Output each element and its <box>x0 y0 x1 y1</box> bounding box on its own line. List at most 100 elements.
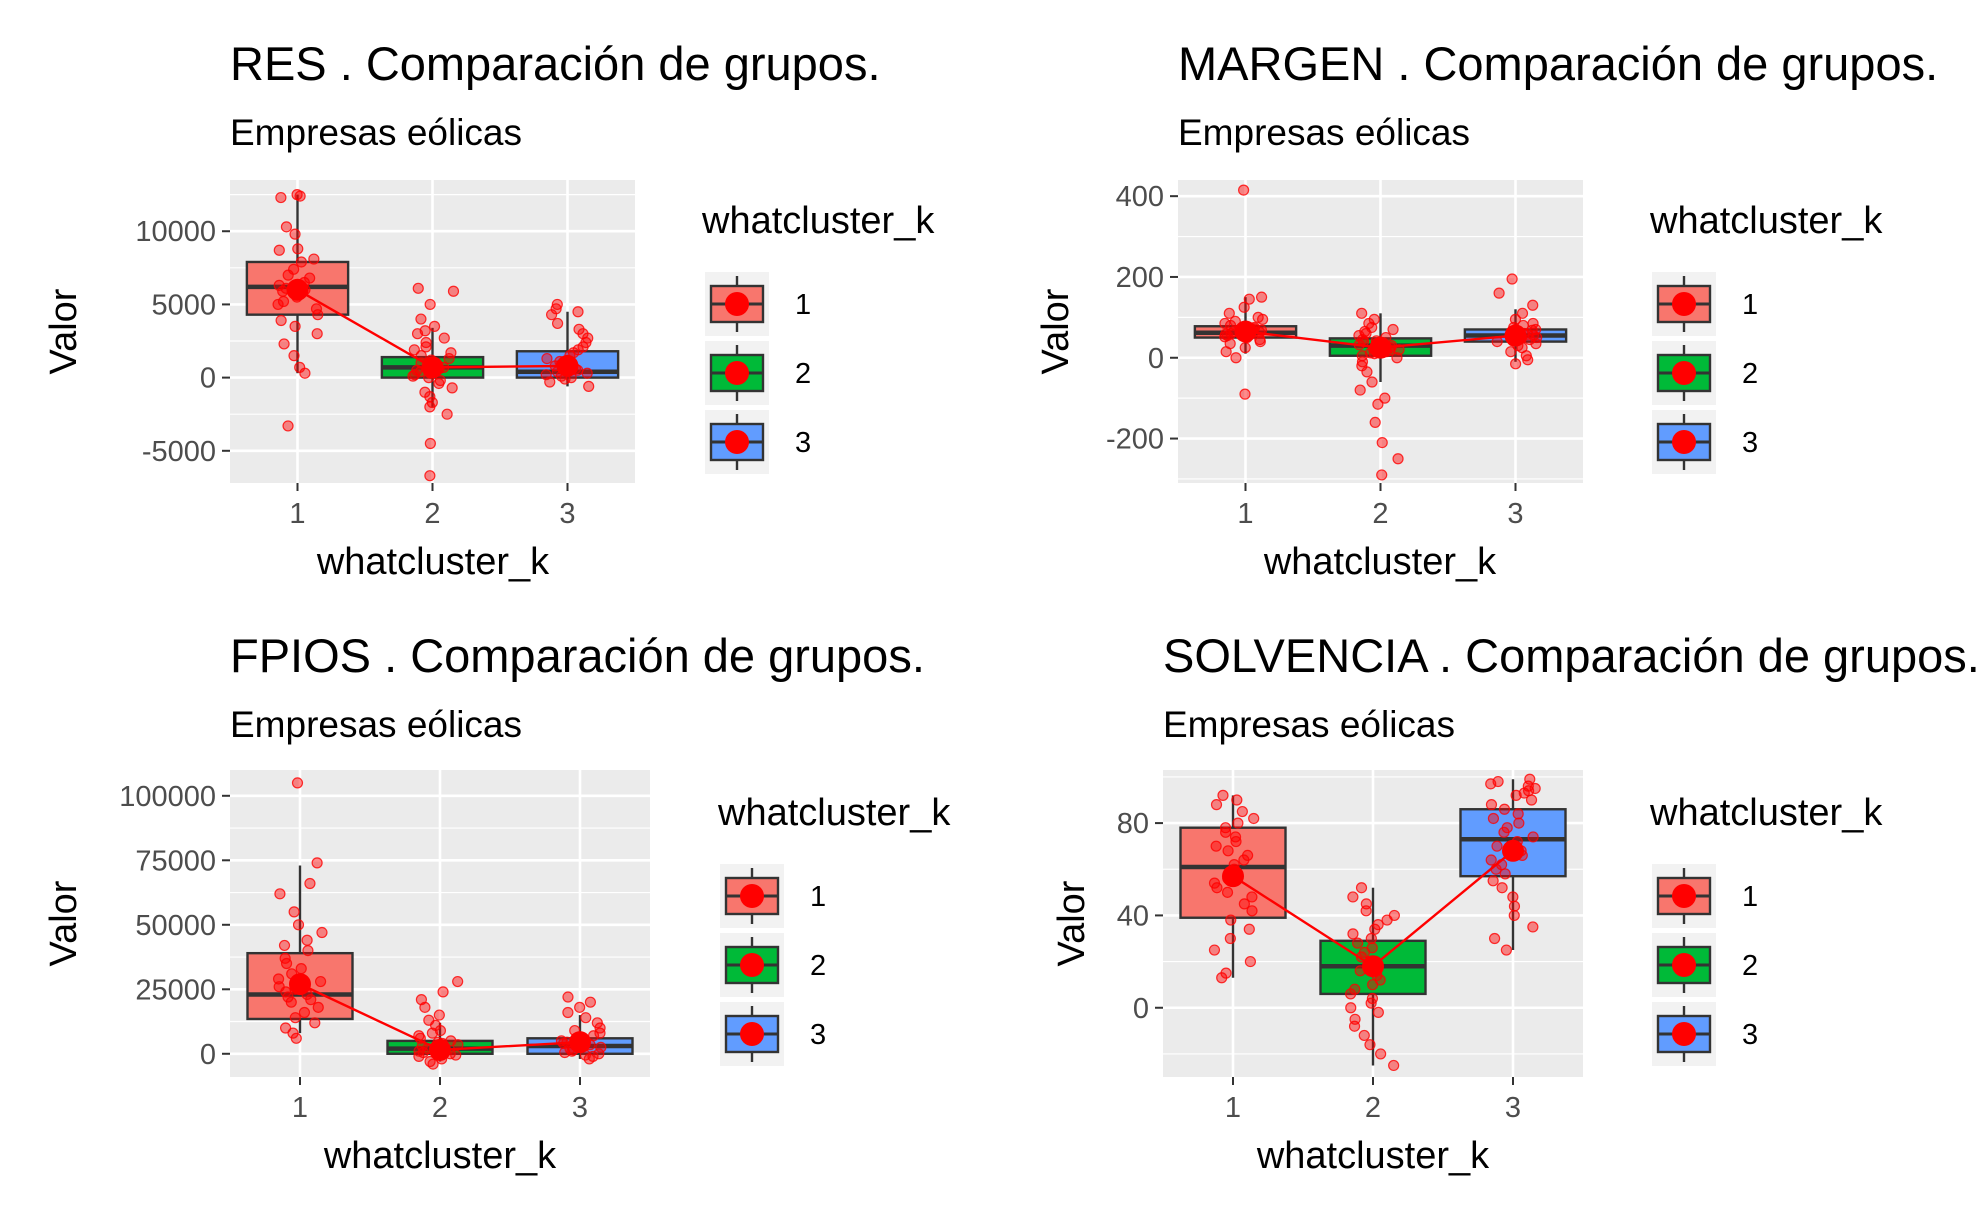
chart-panel-4: SOLVENCIA . Comparación de grupos. Empres… <box>1051 629 1980 1177</box>
legend-key-2: 2 <box>705 341 811 405</box>
data-point <box>278 338 290 350</box>
data-point <box>1527 831 1539 843</box>
data-point <box>274 888 286 900</box>
data-point <box>1236 805 1248 818</box>
mean-point <box>1234 320 1257 343</box>
data-point <box>1512 808 1524 820</box>
legend-point <box>1672 361 1696 385</box>
data-point <box>1352 937 1364 949</box>
data-point <box>411 328 424 340</box>
mean-point <box>1502 839 1524 862</box>
data-point <box>415 313 427 325</box>
data-point <box>304 877 316 890</box>
data-point <box>299 367 311 379</box>
data-point <box>1509 313 1522 325</box>
data-point <box>1239 388 1251 400</box>
data-point <box>277 285 289 297</box>
y-tick-label: 100000 <box>119 781 216 813</box>
mean-point <box>429 1038 451 1061</box>
data-point <box>1238 184 1250 196</box>
data-point <box>1348 1020 1361 1032</box>
data-point <box>280 957 293 970</box>
legend-title: whatcluster_k <box>701 200 935 242</box>
data-point <box>541 352 553 365</box>
data-point <box>580 1012 592 1024</box>
data-point <box>594 1027 606 1039</box>
legend-title: whatcluster_k <box>717 792 951 834</box>
legend: whatcluster_k 1 2 3 <box>717 792 951 1066</box>
legend-point <box>725 292 749 316</box>
data-point <box>275 314 287 327</box>
data-point <box>1369 923 1381 935</box>
data-point <box>1224 932 1236 945</box>
data-point <box>1530 338 1542 350</box>
data-point <box>1230 352 1242 364</box>
data-point <box>595 1041 607 1053</box>
x-axis-title: whatcluster_k <box>1263 541 1497 583</box>
x-axis-title: whatcluster_k <box>316 541 550 583</box>
data-point <box>1354 384 1366 396</box>
data-point <box>1506 273 1518 285</box>
data-point <box>1381 914 1393 926</box>
legend-key-1: 1 <box>1652 272 1758 336</box>
legend-point <box>740 1022 764 1046</box>
data-point <box>289 1012 301 1024</box>
data-point <box>562 1006 574 1019</box>
data-point <box>412 282 424 294</box>
x-tick-label: 3 <box>1505 1092 1521 1124</box>
chart-panel-1: RES . Comparación de grupos. Empresas eól… <box>43 37 935 583</box>
data-point <box>1367 979 1379 991</box>
data-point <box>1527 921 1539 933</box>
data-point <box>437 986 449 998</box>
data-point <box>424 298 436 311</box>
data-point <box>1230 835 1242 848</box>
legend-key-2: 2 <box>720 933 826 997</box>
data-point <box>314 975 327 988</box>
data-point <box>1347 928 1359 940</box>
data-point <box>298 1006 311 1019</box>
legend-point <box>1672 1022 1696 1046</box>
data-point <box>1364 1039 1376 1051</box>
data-point <box>292 919 305 931</box>
data-point <box>1255 291 1268 303</box>
mean-point <box>289 973 311 996</box>
data-point <box>309 1017 321 1029</box>
data-point <box>282 269 294 281</box>
data-point <box>1527 299 1539 311</box>
data-point <box>1508 909 1520 922</box>
data-point <box>426 1027 439 1039</box>
data-point <box>1365 932 1377 945</box>
y-tick-label: 40 <box>1117 900 1149 932</box>
y-tick-label: -5000 <box>142 436 216 468</box>
y-axis-title: Valor <box>1051 880 1093 966</box>
legend-label: 3 <box>1742 1019 1758 1051</box>
data-point <box>1487 812 1500 825</box>
x-tick-label: 2 <box>1365 1092 1381 1124</box>
data-point <box>289 320 301 332</box>
x-tick-label: 1 <box>289 498 305 530</box>
data-point <box>441 408 453 420</box>
data-point <box>272 298 284 311</box>
data-point <box>450 1049 462 1061</box>
data-point <box>1248 812 1260 825</box>
chart-title: MARGEN . Comparación de grupos. <box>1178 37 1938 90</box>
data-point <box>1208 944 1221 956</box>
legend-label: 3 <box>810 1019 826 1051</box>
legend-key-3: 3 <box>720 1002 826 1066</box>
legend-point <box>1672 430 1696 454</box>
data-point <box>591 1017 603 1029</box>
data-point <box>438 332 450 344</box>
mean-point <box>286 278 309 301</box>
data-point <box>562 991 574 1003</box>
chart-title: FPIOS . Comparación de grupos. <box>230 629 925 682</box>
x-tick-label: 1 <box>1237 498 1253 530</box>
data-point <box>581 367 593 379</box>
y-tick-label: 75000 <box>135 845 216 877</box>
mean-point <box>569 1031 591 1054</box>
data-point <box>1509 358 1522 370</box>
data-point <box>447 285 460 297</box>
data-point <box>1221 886 1234 898</box>
legend-label: 2 <box>795 358 811 390</box>
legend-key-1: 1 <box>1652 864 1758 928</box>
chart-panel-3: FPIOS . Comparación de grupos. Empresas e… <box>43 629 951 1177</box>
